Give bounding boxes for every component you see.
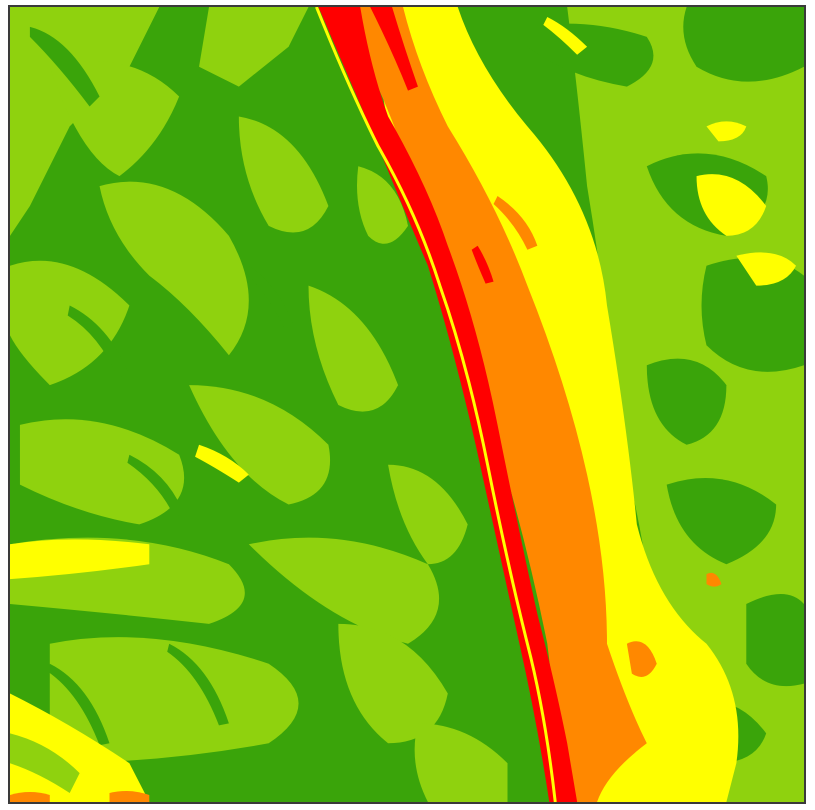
yellow-bank-edge: [315, 7, 557, 802]
classified-terrain-map: [10, 7, 804, 802]
yellow-bottom-left-inner: [10, 733, 80, 794]
light-green-streaks: [10, 7, 508, 802]
right-dark-green: [527, 7, 804, 764]
dark-green-streaks: [29, 26, 294, 746]
map-frame: [8, 5, 806, 804]
red-channel: [318, 7, 578, 802]
